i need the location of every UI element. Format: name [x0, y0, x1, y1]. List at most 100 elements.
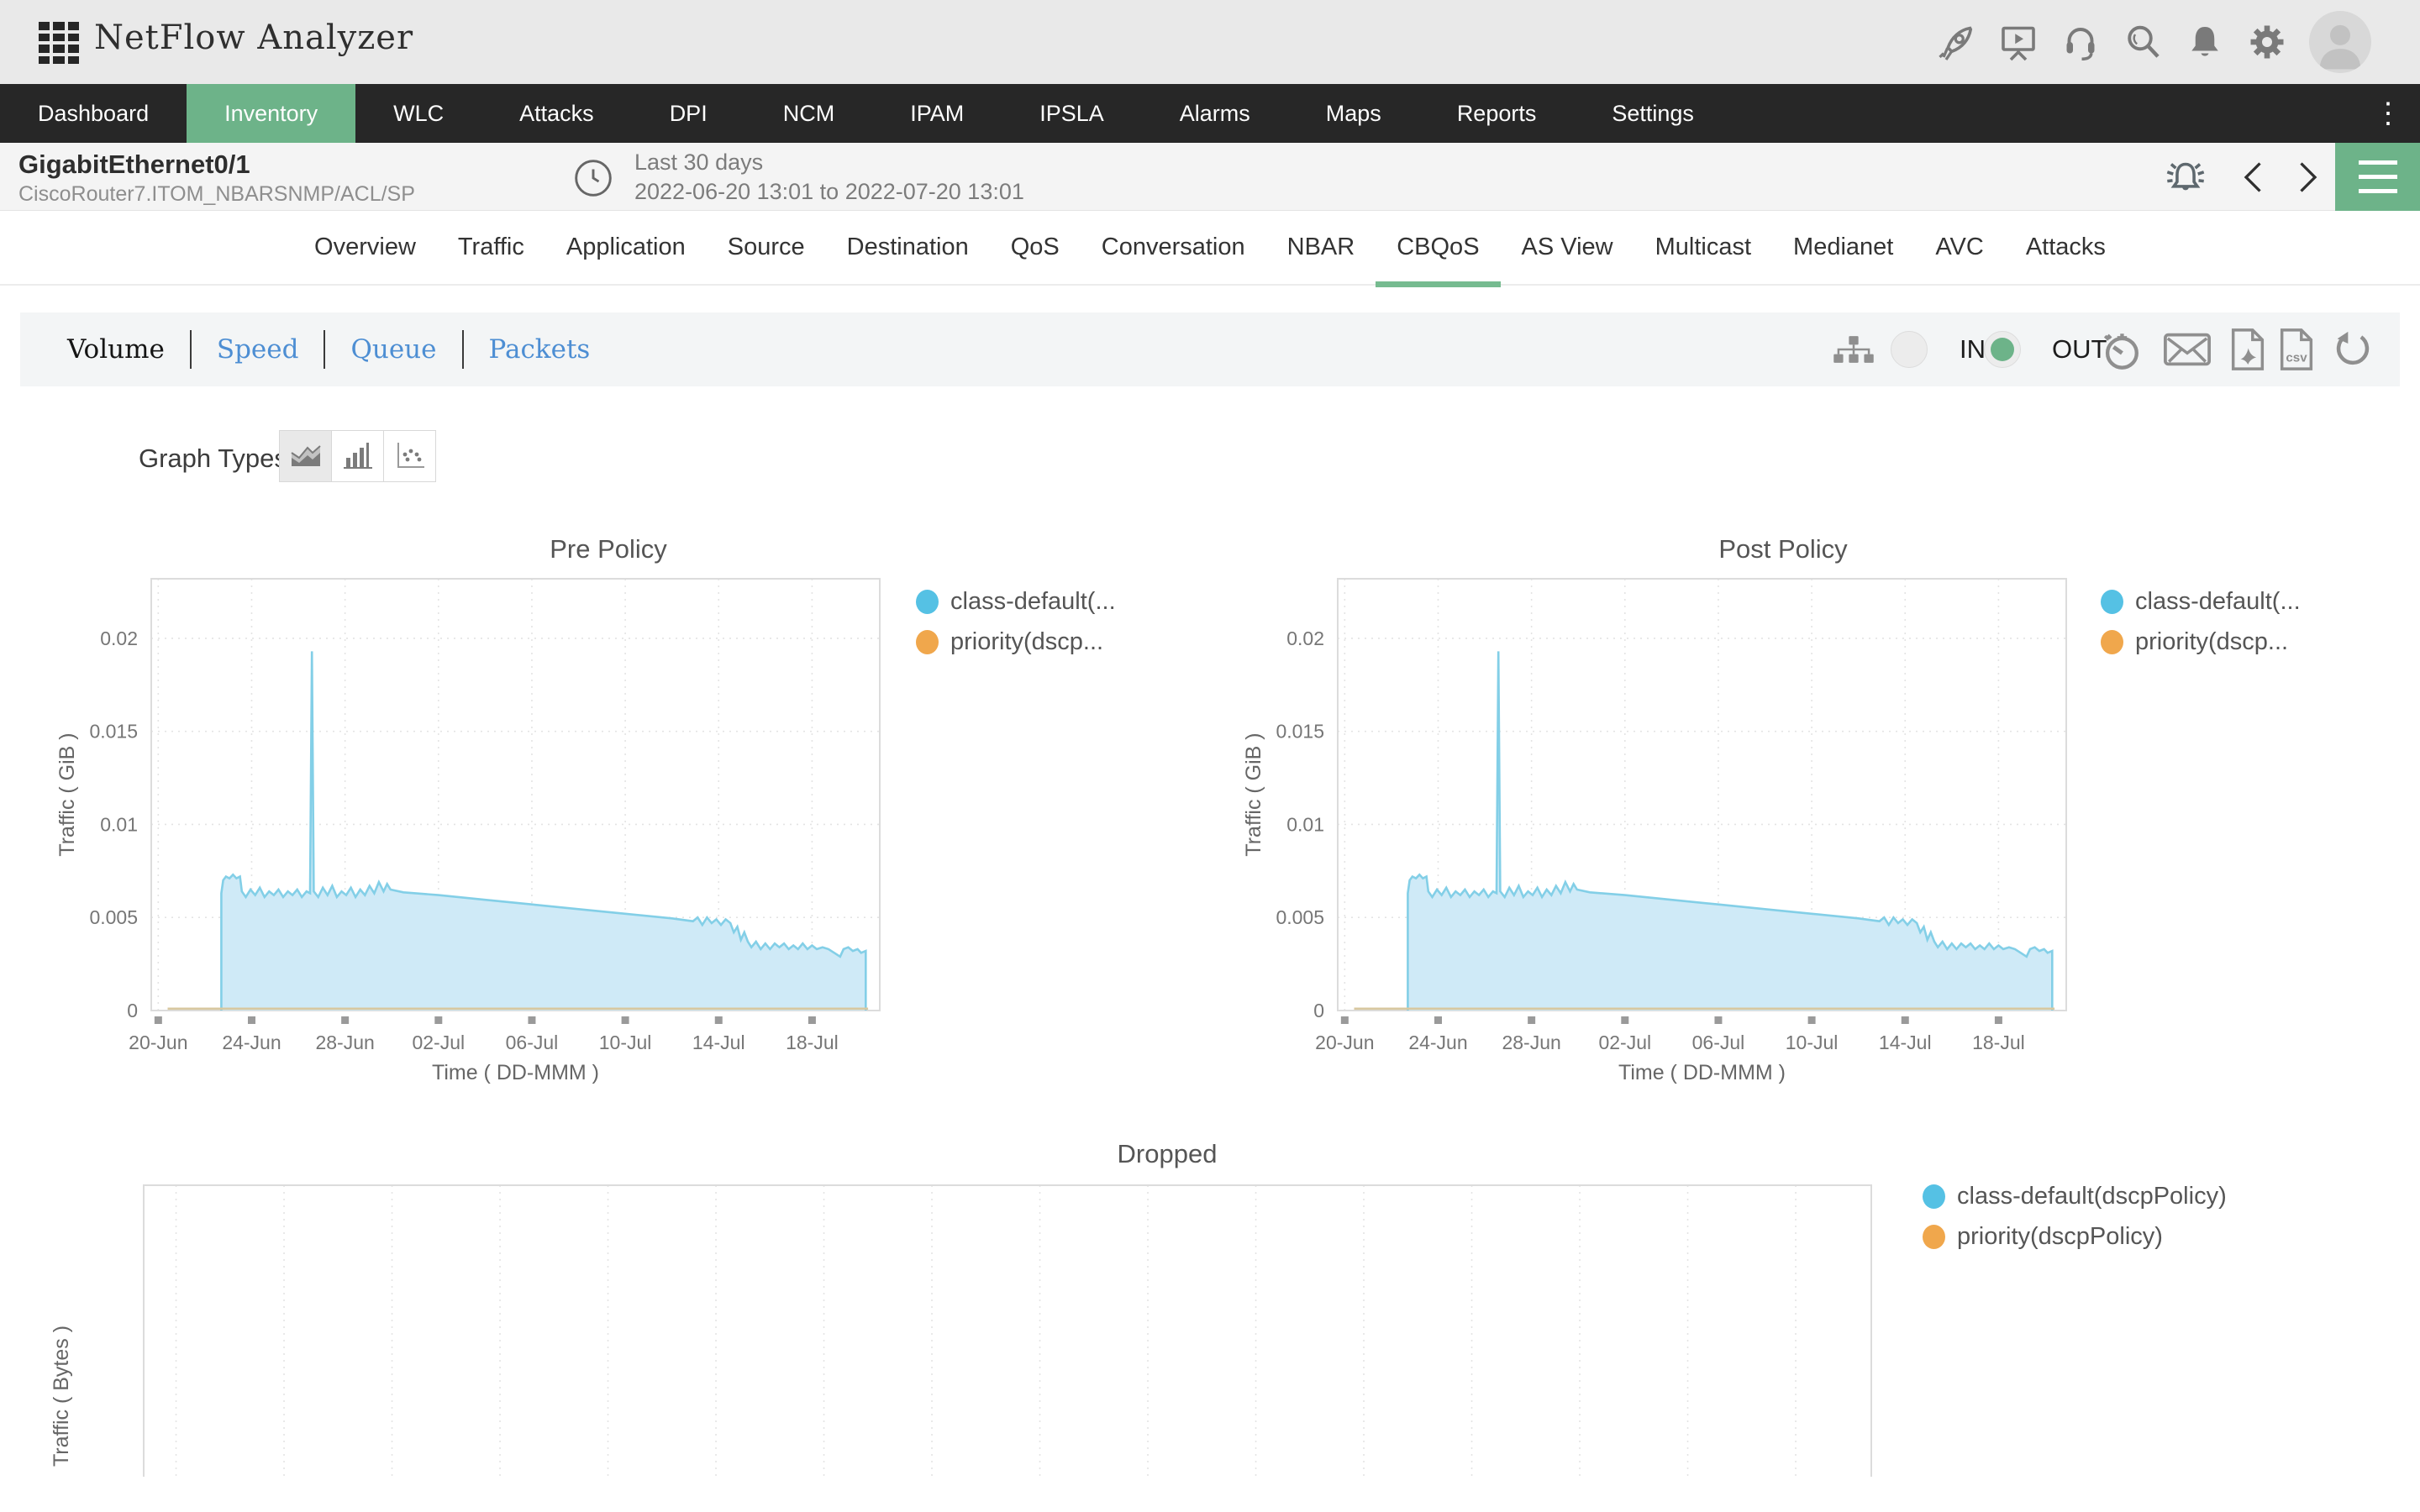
- tab-medianet[interactable]: Medianet: [1793, 234, 1894, 260]
- avatar-person-icon: [2319, 24, 2361, 70]
- notifications-bell-icon[interactable]: [2185, 22, 2225, 62]
- legend-item[interactable]: priority(dscpPolicy): [1923, 1223, 2227, 1251]
- tab-conversation[interactable]: Conversation: [1101, 234, 1245, 260]
- tab-nbar[interactable]: NBAR: [1286, 234, 1355, 260]
- tab-overview[interactable]: Overview: [314, 234, 416, 260]
- out-radio[interactable]: [1984, 331, 2021, 368]
- svg-text:06-Jul: 06-Jul: [1692, 1032, 1745, 1053]
- pdf-export-icon[interactable]: [2228, 328, 2267, 371]
- csv-export-icon[interactable]: csv: [2277, 328, 2316, 371]
- interface-header: GigabitEthernet0/1 CiscoRouter7.ITOM_NBA…: [0, 143, 2420, 211]
- nav-item-dpi[interactable]: DPI: [669, 101, 708, 126]
- legend-label: priority(dscpPolicy): [1957, 1223, 2163, 1250]
- tab-as-view[interactable]: AS View: [1521, 234, 1613, 260]
- legend-item[interactable]: priority(dscp...: [916, 628, 1116, 656]
- headset-support-icon[interactable]: [2060, 22, 2101, 62]
- dropped-chart-title: Dropped: [1117, 1139, 1218, 1168]
- nav-item-inventory[interactable]: Inventory: [187, 84, 356, 143]
- legend-item[interactable]: class-default(...: [916, 588, 1116, 616]
- nav-item-ipam[interactable]: IPAM: [910, 101, 965, 126]
- legend-dot-icon: [916, 590, 939, 614]
- presentation-play-icon[interactable]: [1998, 22, 2039, 62]
- topbar-icons: [1936, 0, 2371, 84]
- alarm-bell-icon[interactable]: [2160, 153, 2212, 202]
- metric-toolbar: Volume Speed Queue Packets IN OUT: [20, 312, 2400, 386]
- chevron-left-icon[interactable]: [2237, 160, 2270, 195]
- legend-label: priority(dscp...: [2135, 628, 2289, 655]
- legend-label: class-default(dscpPolicy): [1957, 1183, 2227, 1210]
- nav-item-ipsla[interactable]: IPSLA: [1039, 101, 1104, 126]
- svg-text:06-Jul: 06-Jul: [506, 1032, 559, 1053]
- bar-chart-icon: [343, 443, 372, 469]
- svg-text:0.01: 0.01: [100, 813, 138, 835]
- app-title: NetFlow Analyzer: [94, 18, 414, 57]
- svg-text:csv: csv: [2286, 350, 2307, 365]
- chevron-right-icon[interactable]: [2291, 160, 2324, 195]
- legend-item[interactable]: priority(dscp...: [2101, 628, 2301, 656]
- legend-item[interactable]: class-default(...: [2101, 588, 2301, 616]
- top-bar: NetFlow Analyzer: [0, 0, 2420, 84]
- metric-option-packets[interactable]: Packets: [488, 334, 591, 365]
- tab-cbqos[interactable]: CBQoS: [1376, 211, 1501, 287]
- svg-text:10-Jul: 10-Jul: [1786, 1032, 1839, 1053]
- nav-item-alarms[interactable]: Alarms: [1179, 101, 1250, 126]
- pre-policy-legend: class-default(... priority(dscp...: [916, 588, 1116, 656]
- graph-type-area-button[interactable]: [279, 430, 332, 482]
- tab-application[interactable]: Application: [566, 234, 686, 260]
- metric-separator: [461, 330, 464, 369]
- legend-label: class-default(...: [950, 588, 1116, 615]
- graph-type-scatter-button[interactable]: [383, 430, 436, 482]
- nav-item-wlc[interactable]: WLC: [393, 101, 445, 126]
- tab-avc[interactable]: AVC: [1935, 234, 1984, 260]
- tab-attacks[interactable]: Attacks: [2025, 234, 2106, 260]
- legend-item[interactable]: class-default(dscpPolicy): [1923, 1183, 2227, 1210]
- svg-text:0.02: 0.02: [1286, 627, 1324, 649]
- kebab-menu-icon[interactable]: ⋮: [2374, 97, 2402, 129]
- svg-text:0.02: 0.02: [100, 627, 138, 649]
- in-radio[interactable]: [1891, 331, 1928, 368]
- tab-qos[interactable]: QoS: [1010, 234, 1060, 260]
- metric-option-speed[interactable]: Speed: [216, 334, 299, 365]
- refresh-icon[interactable]: [2333, 328, 2373, 371]
- svg-text:20-Jun: 20-Jun: [1315, 1032, 1374, 1053]
- area-chart-icon: [290, 445, 321, 466]
- svg-text:18-Jul: 18-Jul: [1972, 1032, 2025, 1053]
- nav-item-attacks[interactable]: Attacks: [519, 101, 594, 126]
- tab-multicast[interactable]: Multicast: [1655, 234, 1752, 260]
- tab-source[interactable]: Source: [727, 234, 805, 260]
- metric-option-volume[interactable]: Volume: [67, 334, 165, 365]
- apps-grid-icon[interactable]: [39, 22, 79, 64]
- metric-options: Volume Speed Queue Packets: [67, 312, 590, 386]
- legend-dot-icon: [1923, 1184, 1945, 1209]
- svg-text:02-Jul: 02-Jul: [412, 1032, 465, 1053]
- tab-traffic[interactable]: Traffic: [457, 234, 524, 260]
- svg-text:02-Jul: 02-Jul: [1598, 1032, 1651, 1053]
- in-label[interactable]: IN: [1960, 334, 1986, 364]
- settings-gear-icon[interactable]: [2247, 22, 2287, 62]
- svg-text:28-Jun: 28-Jun: [315, 1032, 374, 1053]
- sitemap-icon[interactable]: [1832, 333, 1876, 366]
- svg-text:0: 0: [1313, 1000, 1324, 1021]
- svg-text:0.015: 0.015: [89, 721, 138, 743]
- metric-option-queue[interactable]: Queue: [350, 334, 437, 365]
- nav-item-ncm[interactable]: NCM: [782, 101, 835, 126]
- svg-text:20-Jun: 20-Jun: [129, 1032, 187, 1053]
- graph-type-bar-button[interactable]: [331, 430, 384, 482]
- tab-destination[interactable]: Destination: [846, 234, 969, 260]
- user-avatar[interactable]: [2309, 11, 2371, 73]
- dropped-chart: Traffic ( Bytes ): [50, 1184, 1872, 1477]
- nav-item-reports[interactable]: Reports: [1456, 101, 1537, 126]
- out-label[interactable]: OUT: [2052, 334, 2107, 364]
- nav-item-dashboard[interactable]: Dashboard: [38, 101, 150, 126]
- email-icon[interactable]: [2163, 328, 2212, 371]
- schedule-timer-icon[interactable]: [2099, 328, 2143, 371]
- nav-item-settings[interactable]: Settings: [1612, 101, 1694, 126]
- nav-item-maps[interactable]: Maps: [1325, 101, 1381, 126]
- svg-text:24-Jun: 24-Jun: [1408, 1032, 1467, 1053]
- hamburger-menu-button[interactable]: [2335, 143, 2420, 211]
- svg-text:24-Jun: 24-Jun: [222, 1032, 281, 1053]
- svg-text:0.01: 0.01: [1286, 813, 1324, 835]
- rocket-icon[interactable]: [1936, 22, 1976, 62]
- legend-label: priority(dscp...: [950, 628, 1104, 655]
- search-icon[interactable]: [2123, 22, 2163, 62]
